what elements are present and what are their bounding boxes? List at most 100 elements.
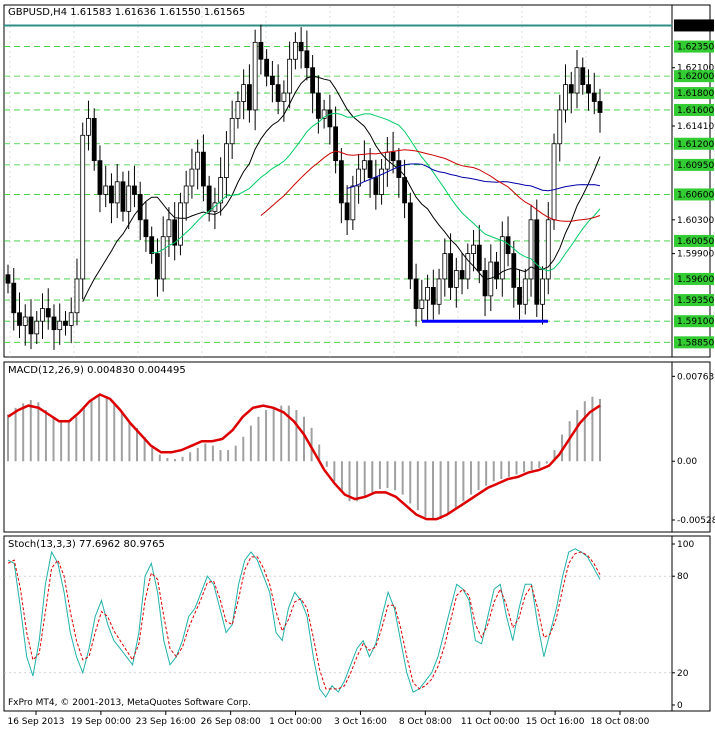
candle-body bbox=[91, 118, 97, 162]
candle-body bbox=[143, 219, 149, 238]
time-tick-label: 19 Sep 00:00 bbox=[71, 717, 131, 727]
macd-tick-label: 0.00763 bbox=[677, 372, 714, 382]
price-tick-label: 1.61410 bbox=[677, 122, 714, 132]
candle-body bbox=[304, 50, 310, 69]
stoch-panel-title: Stoch(13,3,3) 77.6962 80.9765 bbox=[8, 539, 165, 550]
candle-body bbox=[292, 41, 298, 60]
price-tag bbox=[674, 70, 714, 83]
candle-body bbox=[281, 92, 287, 102]
candle-body bbox=[591, 92, 597, 102]
candle-body bbox=[551, 143, 557, 221]
candle-body bbox=[534, 219, 540, 305]
candle-body bbox=[97, 160, 103, 195]
candle-body bbox=[459, 270, 465, 280]
candle-body bbox=[465, 253, 471, 280]
candle-body bbox=[453, 270, 459, 288]
candle-body bbox=[126, 185, 132, 212]
time-tick-label: 26 Sep 08:00 bbox=[201, 717, 261, 727]
stoch-tick-label: 0 bbox=[677, 701, 683, 711]
candle-body bbox=[114, 181, 120, 204]
candle-body bbox=[269, 75, 275, 86]
candle-body bbox=[172, 219, 178, 246]
price-tick-label: 1.59900 bbox=[677, 250, 714, 260]
price-tag-label: 1.60600 bbox=[677, 190, 714, 200]
price-tick-label: 1.62100 bbox=[677, 64, 714, 74]
price-tag bbox=[674, 294, 714, 307]
candle-body bbox=[189, 168, 195, 187]
candle-body bbox=[356, 168, 362, 187]
candle-body bbox=[206, 185, 212, 212]
candle-body bbox=[350, 185, 356, 221]
price-tag bbox=[674, 158, 714, 171]
moving-average-0 bbox=[82, 75, 601, 302]
candle-body bbox=[40, 308, 45, 322]
candle-body bbox=[425, 286, 430, 301]
price-tag bbox=[674, 272, 714, 285]
stoch-tick-label: 20 bbox=[677, 669, 689, 679]
candle-body bbox=[327, 109, 333, 128]
panel-frame-2 bbox=[3, 535, 711, 712]
price-tag-label: 1.62350 bbox=[677, 43, 714, 53]
candle-body bbox=[517, 286, 522, 305]
candle-body bbox=[235, 101, 241, 119]
price-tag-label: 1.59100 bbox=[677, 317, 714, 327]
time-tick-label: 23 Sep 16:00 bbox=[136, 717, 196, 727]
candle-body bbox=[22, 316, 28, 326]
candle-body bbox=[522, 278, 528, 305]
candle-body bbox=[11, 282, 17, 314]
candle-body bbox=[5, 274, 11, 284]
time-tick-label: 8 Oct 08:00 bbox=[399, 717, 452, 727]
candle-body bbox=[580, 67, 586, 85]
candle-body bbox=[471, 244, 476, 254]
candle-body bbox=[436, 278, 442, 305]
time-tick-label: 11 Oct 00:00 bbox=[461, 717, 520, 727]
candle-body bbox=[241, 84, 247, 102]
candle-body bbox=[545, 219, 551, 280]
candle-body bbox=[229, 118, 235, 145]
candle-body bbox=[195, 151, 201, 170]
candle-body bbox=[494, 261, 499, 280]
candle-body bbox=[586, 84, 591, 94]
candle-body bbox=[258, 41, 264, 60]
candle-body bbox=[264, 58, 270, 77]
candle-body bbox=[201, 151, 206, 187]
macd-signal-line bbox=[7, 393, 601, 521]
candle-body bbox=[338, 160, 344, 204]
candle-body bbox=[224, 143, 229, 178]
macd-panel-title: MACD(12,26,9) 0.004830 0.004495 bbox=[8, 365, 186, 376]
time-tick-label: 15 Oct 16:00 bbox=[526, 717, 585, 727]
price-tag bbox=[674, 40, 714, 53]
candle-body bbox=[34, 320, 40, 335]
candle-body bbox=[442, 253, 448, 280]
candle-body bbox=[482, 270, 488, 297]
candle-body bbox=[476, 244, 482, 271]
candle-body bbox=[528, 219, 534, 280]
candle-body bbox=[120, 181, 126, 212]
candle-body bbox=[132, 185, 137, 195]
candle-body bbox=[419, 299, 425, 309]
candle-body bbox=[574, 67, 580, 94]
candle-body bbox=[298, 41, 304, 52]
price-tag-label: 1.61600 bbox=[677, 106, 714, 116]
candle-body bbox=[511, 253, 517, 288]
candle-body bbox=[407, 202, 413, 280]
candle-body bbox=[402, 177, 407, 204]
moving-average-1 bbox=[151, 112, 601, 272]
candle-body bbox=[178, 202, 183, 246]
candle-body bbox=[361, 160, 367, 170]
time-tick-label: 1 Oct 00:00 bbox=[269, 717, 322, 727]
price-tag-label: 1.61200 bbox=[677, 140, 714, 150]
time-tick-label: 18 Oct 08:00 bbox=[591, 717, 650, 727]
price-tag-label: 1.60050 bbox=[677, 237, 714, 247]
price-tick-label: 1.60300 bbox=[677, 216, 714, 226]
price-panel-title: GBPUSD,H4 1.61583 1.61636 1.61550 1.6156… bbox=[8, 7, 245, 18]
candle-body bbox=[246, 84, 252, 111]
macd-tick-label: 0.00 bbox=[677, 457, 697, 467]
candle-body bbox=[373, 177, 379, 195]
moving-average-3 bbox=[260, 149, 601, 222]
price-tag bbox=[674, 234, 714, 247]
price-tag-label: 1.59600 bbox=[677, 275, 714, 285]
candle-body bbox=[63, 320, 68, 326]
